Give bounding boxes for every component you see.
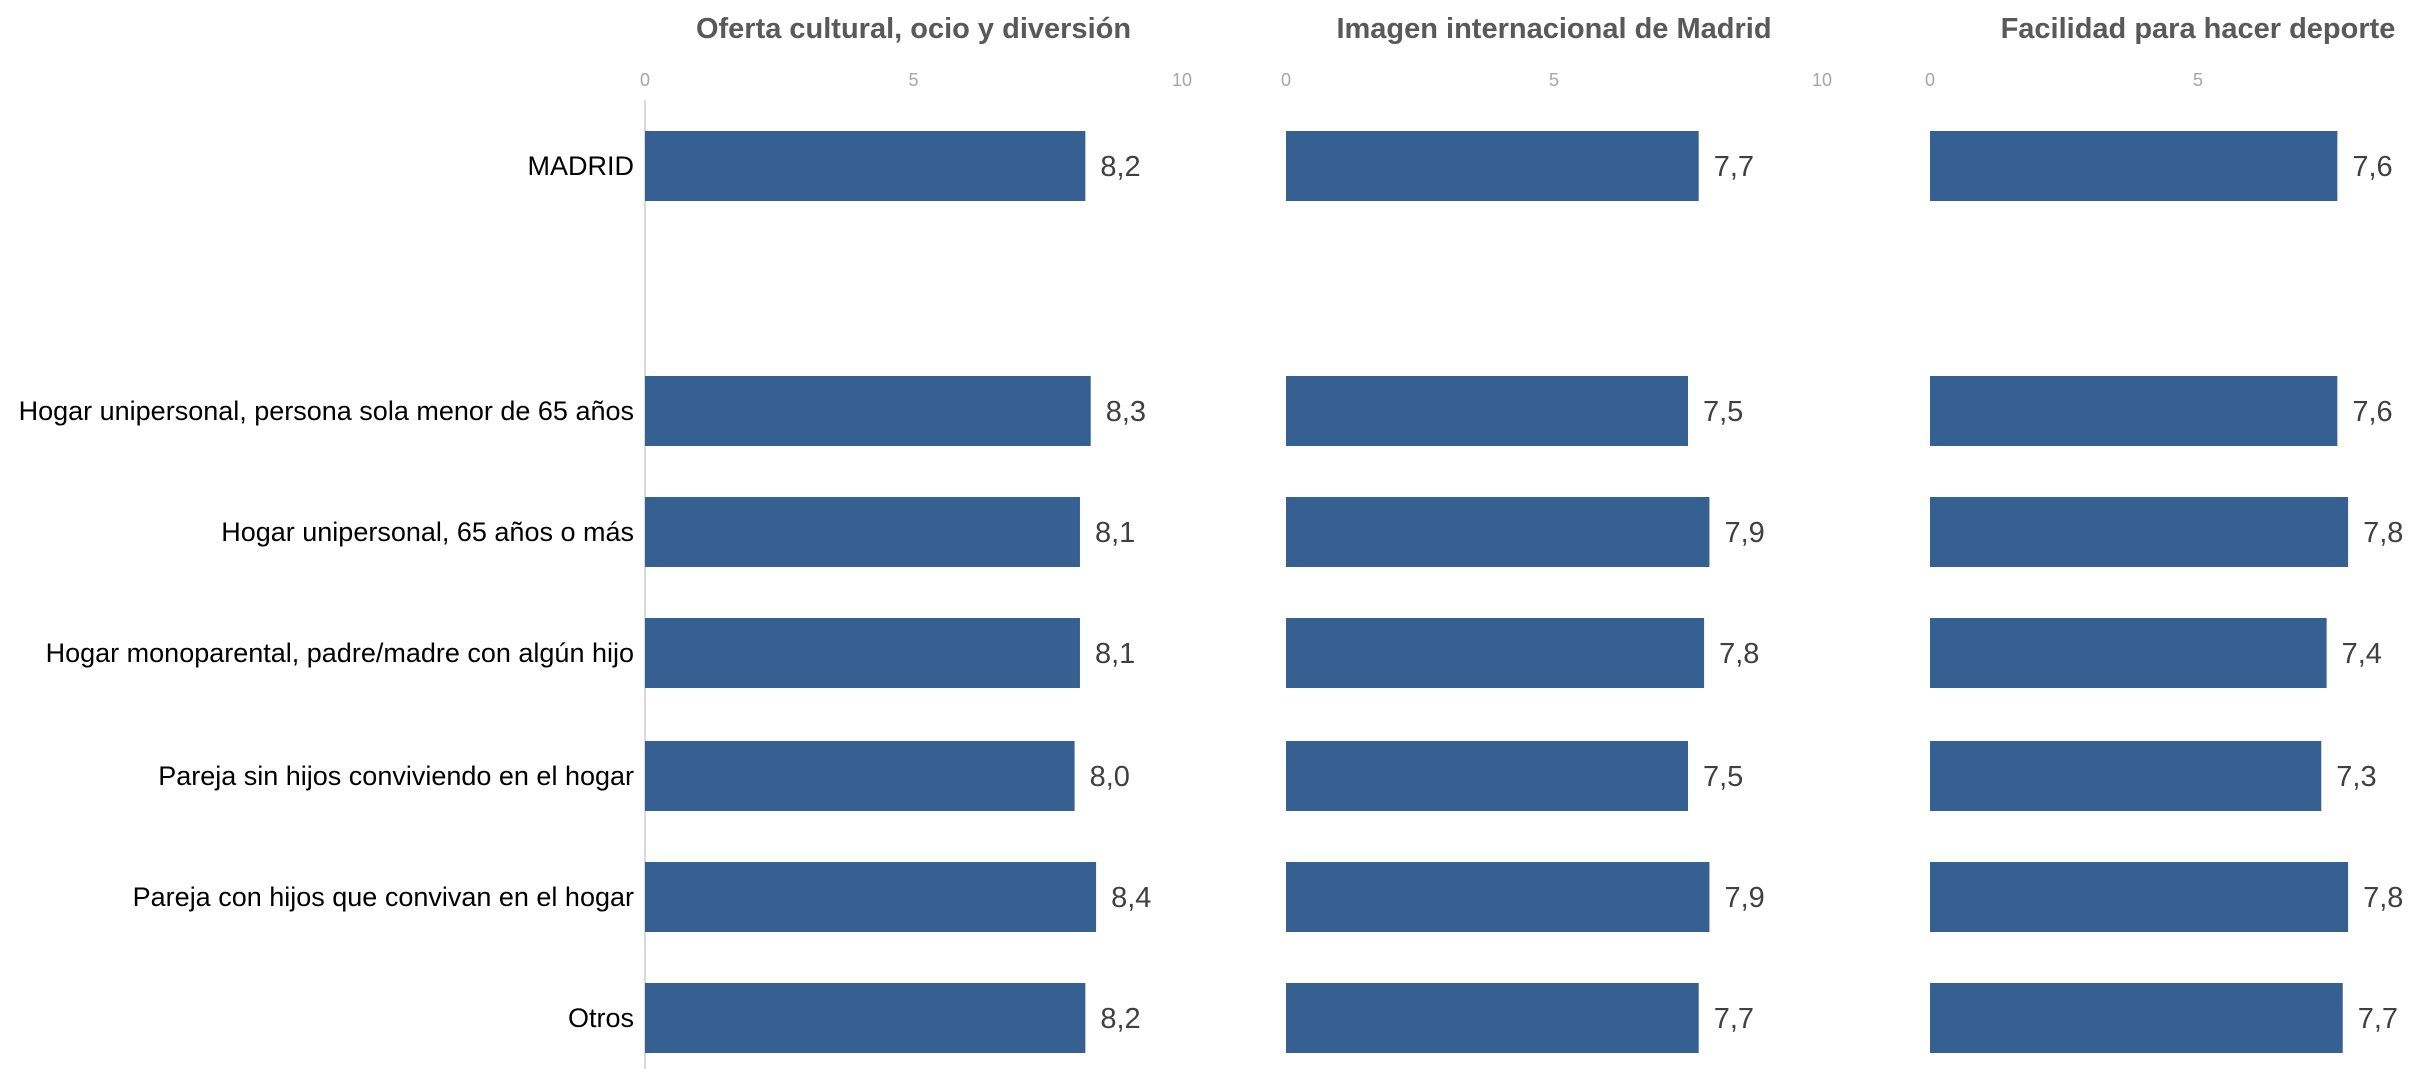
bar: [1930, 862, 2349, 932]
bar: [1930, 376, 2338, 446]
panel-title: Oferta cultural, ocio y diversión: [696, 13, 1131, 45]
data-label: 7,5: [1703, 396, 1743, 428]
data-label: 7,8: [1719, 638, 1759, 670]
bar: [1286, 497, 1710, 567]
bar: [1286, 741, 1688, 811]
data-label: 7,6: [2352, 396, 2392, 428]
data-label: 8,2: [1100, 151, 1140, 183]
bar: [1930, 983, 2343, 1053]
bar: [1930, 618, 2327, 688]
category-label: Hogar unipersonal, 65 años o más: [221, 517, 634, 547]
data-label: 8,2: [1100, 1003, 1140, 1035]
bar: [645, 618, 1080, 688]
panel-title: Imagen internacional de Madrid: [1336, 13, 1771, 45]
data-label: 8,3: [1106, 396, 1146, 428]
x-tick-label: 0: [1281, 70, 1291, 90]
data-label: 7,6: [2352, 151, 2392, 183]
bar: [645, 131, 1086, 201]
x-tick-label: 5: [2193, 70, 2203, 90]
bar: [1286, 131, 1699, 201]
data-label: 7,7: [1714, 151, 1754, 183]
data-label: 8,1: [1095, 638, 1135, 670]
bar: [1286, 618, 1705, 688]
x-tick-label: 10: [1172, 70, 1192, 90]
bar: [645, 376, 1091, 446]
x-tick-label: 10: [1812, 70, 1832, 90]
data-label: 7,8: [2363, 882, 2403, 914]
data-label: 7,3: [2336, 761, 2376, 793]
bar: [645, 862, 1097, 932]
bar: [1930, 741, 2322, 811]
data-label: 8,1: [1095, 517, 1135, 549]
x-tick-label: 0: [1925, 70, 1935, 90]
bar: [1930, 131, 2338, 201]
panel-title: Facilidad para hacer deporte: [2001, 13, 2396, 45]
data-label: 8,0: [1090, 761, 1130, 793]
x-tick-label: 5: [908, 70, 918, 90]
bar: [1930, 497, 2349, 567]
data-label: 7,4: [2342, 638, 2382, 670]
data-label: 7,8: [2363, 517, 2403, 549]
data-label: 7,5: [1703, 761, 1743, 793]
category-label: MADRID: [528, 151, 635, 181]
data-label: 7,9: [1724, 517, 1764, 549]
data-label: 7,7: [2358, 1003, 2398, 1035]
data-label: 8,4: [1111, 882, 1151, 914]
category-label: Hogar monoparental, padre/madre con algú…: [46, 638, 634, 668]
x-tick-label: 5: [1549, 70, 1559, 90]
bar: [645, 983, 1086, 1053]
bar: [645, 497, 1080, 567]
data-label: 7,7: [1714, 1003, 1754, 1035]
x-tick-label: 0: [640, 70, 650, 90]
bar: [645, 741, 1075, 811]
category-label: Otros: [568, 1003, 634, 1033]
data-label: 7,9: [1724, 882, 1764, 914]
bar: [1286, 376, 1688, 446]
category-label: Hogar unipersonal, persona sola menor de…: [19, 396, 634, 426]
category-label: Pareja sin hijos conviviendo en el hogar: [158, 761, 634, 791]
bar: [1286, 862, 1710, 932]
category-label: Pareja con hijos que convivan en el hoga…: [133, 882, 634, 912]
bar: [1286, 983, 1699, 1053]
